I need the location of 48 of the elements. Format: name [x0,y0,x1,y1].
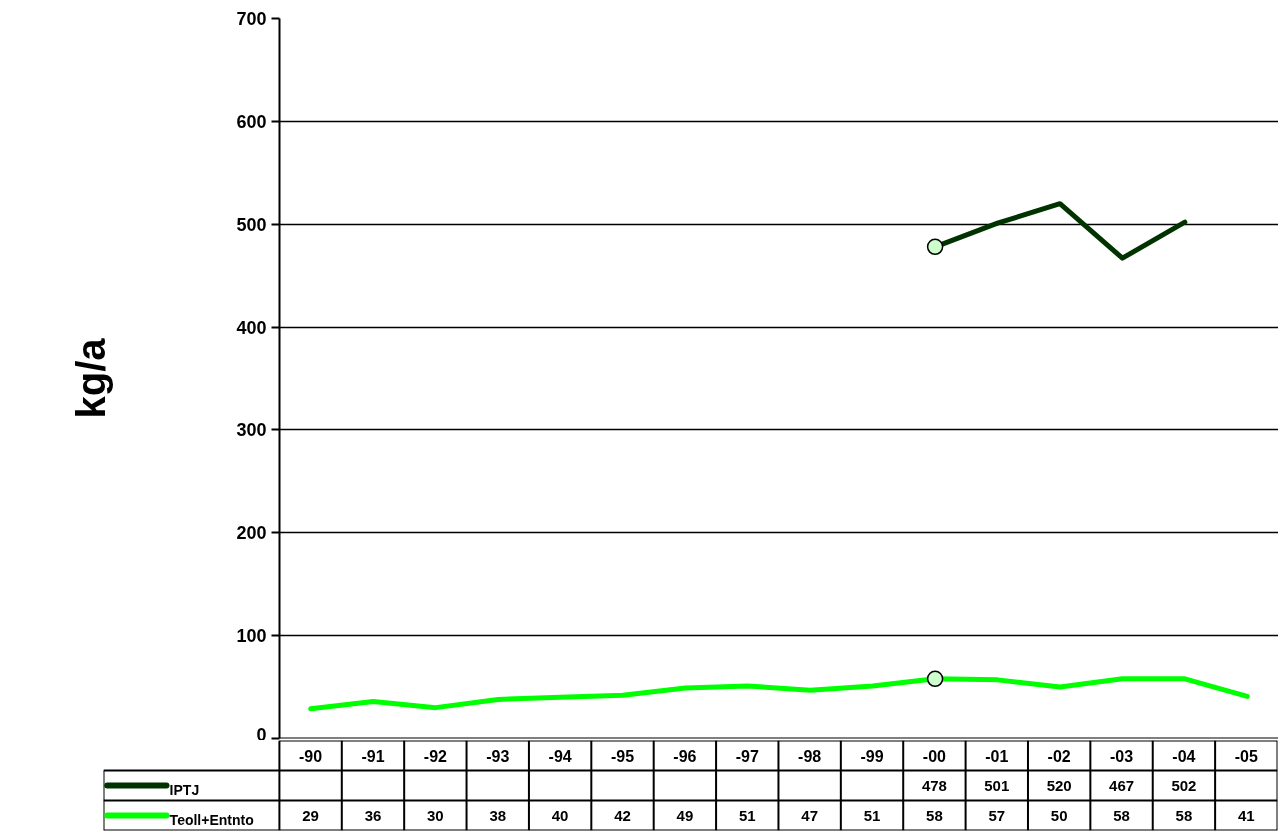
x-tick-label: -98 [798,747,822,765]
y-tick-label: 400 [236,317,267,338]
data-label: 502 [1171,776,1197,794]
x-tick-label: -00 [922,747,947,765]
x-tick-label: -99 [860,747,884,765]
data-label: 478 [921,776,947,794]
y-tick-label: 0 [256,724,267,745]
data-label: 58 [1113,806,1130,824]
legend-label: Teoll+Entnto [169,812,254,828]
data-label: 51 [863,806,881,824]
x-tick-label: -05 [1234,747,1258,765]
x-tick-label: -02 [1047,747,1071,765]
data-label: 42 [614,806,631,824]
data-label: 51 [738,806,756,824]
data-label: 41 [1237,806,1255,824]
x-tick-label: -90 [299,747,323,765]
data-label: 520 [1046,776,1072,794]
x-tick-label: -03 [1109,747,1134,765]
x-tick-label: -04 [1172,747,1196,765]
x-tick-label: -96 [673,747,697,765]
data-label: 40 [551,806,569,824]
y-tick-label: 300 [236,420,267,441]
x-tick-label: -91 [361,747,385,765]
data-label: 58 [1175,806,1193,824]
data-label: 29 [302,806,319,824]
y-tick-label: 100 [236,626,267,647]
data-label: 501 [984,776,1010,794]
data-label: 49 [676,806,694,824]
data-label: 30 [427,806,444,824]
data-label: 47 [801,806,818,824]
y-tick-label: 500 [236,214,267,235]
legend-label: IPTJ [169,782,200,798]
y-tick-label: 600 [236,111,267,132]
x-tick-label: -92 [423,747,448,765]
x-tick-label: -01 [985,747,1009,765]
x-tick-label: -93 [486,747,510,765]
y-tick-label: 700 [236,9,267,29]
data-label: 36 [364,806,382,824]
y-axis-title: kg/a [69,337,114,419]
data-label: 58 [926,806,943,824]
data-label: 467 [1109,776,1135,794]
data-label: 57 [988,806,1006,824]
y-tick-label: 200 [236,523,267,544]
x-tick-label: -94 [548,747,572,765]
data-label: 38 [489,806,507,824]
data-label: 50 [1050,806,1068,824]
x-tick-label: -95 [610,747,635,765]
x-tick-label: -97 [735,747,759,765]
